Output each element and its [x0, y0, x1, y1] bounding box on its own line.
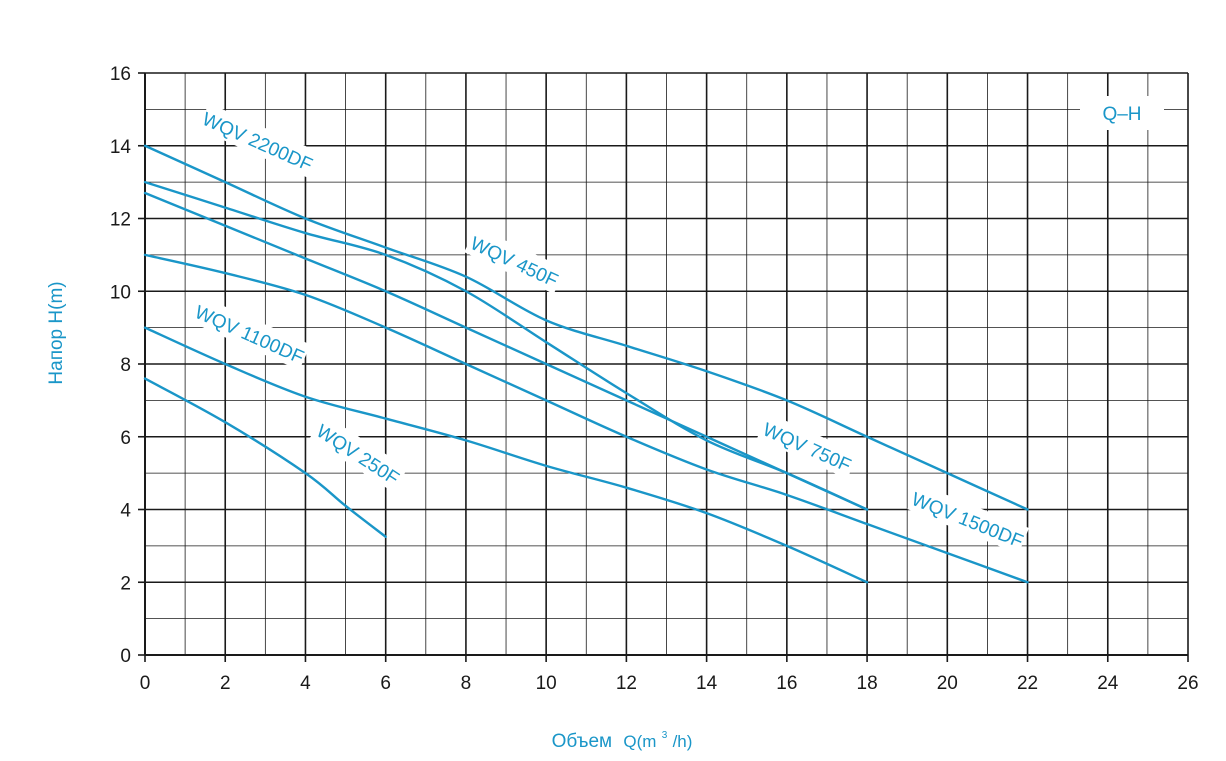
x-tick-label: 0 — [140, 673, 151, 694]
series-line-wqv-1500df — [143, 253, 1029, 584]
x-tick-label: 14 — [696, 673, 718, 694]
x-tick-label: 10 — [536, 673, 557, 694]
x-tick-label: 22 — [1017, 673, 1038, 694]
x-tick-label: 16 — [776, 673, 797, 694]
x-tick-labels: 0 2 4 6 8 10 12 14 16 18 20 22 24 26 — [140, 673, 1199, 694]
series-line-wqv-250f — [143, 377, 387, 538]
y-tick-label: 10 — [110, 282, 131, 303]
x-tick-label: 6 — [380, 673, 391, 694]
x-axis-title: Объем Q(m 3 /h) — [552, 722, 693, 752]
y-tick-label: 14 — [110, 137, 132, 158]
x-tick-label: 18 — [857, 673, 878, 694]
series-line-wqv-1100df — [143, 326, 869, 584]
x-tick-label: 12 — [616, 673, 637, 694]
y-tick-label: 4 — [120, 501, 131, 522]
y-tick-label: 2 — [120, 573, 131, 594]
curve-label-background — [309, 414, 408, 492]
curve-label-background — [464, 226, 566, 294]
x-tick-label: 20 — [937, 673, 958, 694]
series-line-wqv-450f — [143, 180, 869, 511]
y-axis-title: Напор H(m) — [46, 281, 67, 384]
curve-label-background — [197, 103, 319, 178]
curve-label-background — [907, 483, 1029, 555]
series-line-wqv-2200df — [143, 144, 1029, 511]
x-axis-title-sup: 3 — [662, 730, 668, 741]
y-tick-label: 16 — [110, 64, 131, 85]
x-tick-label: 26 — [1177, 673, 1198, 694]
x-tick-label: 4 — [300, 673, 311, 694]
y-tick-label: 12 — [110, 210, 131, 231]
y-tick-label: 6 — [120, 428, 131, 449]
x-axis-title-end: /h) — [673, 732, 693, 751]
curves — [143, 144, 1029, 584]
series-line-wqv-750f — [143, 191, 869, 511]
x-axis-title-main: Объем — [552, 731, 613, 752]
chart-title-box: Q–H — [1080, 96, 1164, 130]
x-tick-label: 8 — [461, 673, 472, 694]
y-tick-label: 8 — [120, 355, 131, 376]
axes — [138, 72, 1189, 662]
y-tick-label: 0 — [120, 646, 131, 667]
x-axis-title-q: Q(m — [623, 732, 656, 751]
curve-label-background — [756, 412, 859, 479]
y-tick-labels: 0 2 4 6 8 10 12 14 16 — [110, 64, 132, 667]
chart-title: Q–H — [1102, 104, 1141, 125]
curve-label-background — [189, 295, 311, 371]
x-tick-label: 2 — [220, 673, 231, 694]
x-tick-label: 24 — [1097, 673, 1119, 694]
